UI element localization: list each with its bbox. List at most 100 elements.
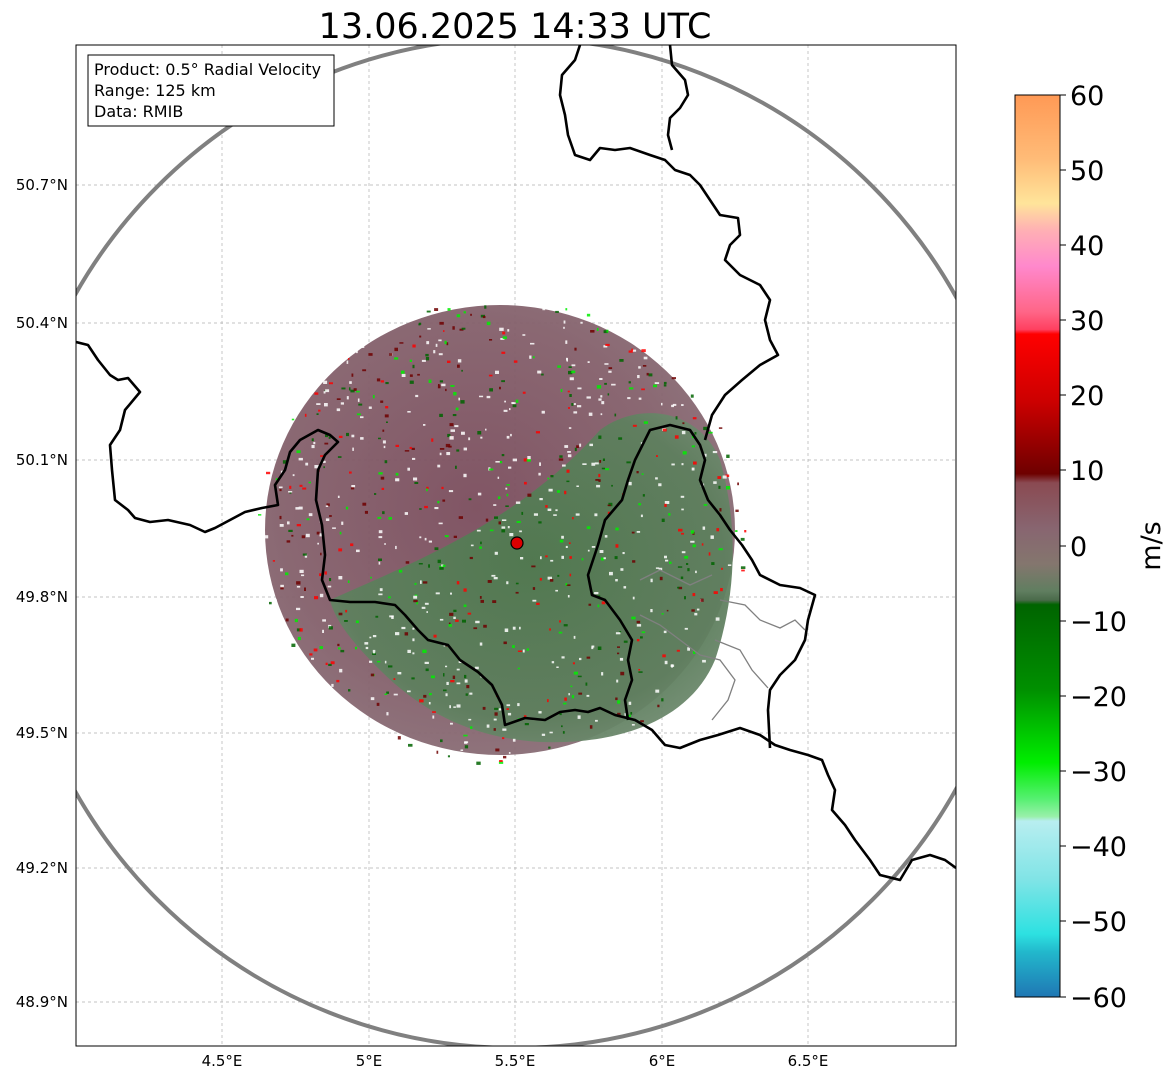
echo-speckle: [600, 395, 603, 398]
echo-speckle: [397, 736, 401, 740]
echo-speckle: [319, 573, 322, 577]
echo-speckle: [636, 531, 641, 533]
echo-speckle: [615, 544, 619, 548]
echo-speckle: [715, 617, 720, 621]
echo-speckle: [374, 493, 377, 495]
echo-speckle: [464, 674, 467, 679]
echo-speckle: [441, 383, 446, 387]
echo-speckle: [300, 596, 304, 598]
echo-speckle: [628, 350, 633, 353]
echo-speckle: [526, 459, 531, 462]
echo-speckle: [555, 310, 559, 313]
echo-speckle: [384, 543, 386, 545]
echo-speckle: [448, 490, 454, 493]
echo-speckle: [468, 718, 472, 721]
echo-speckle: [503, 409, 508, 412]
echo-speckle: [547, 508, 552, 511]
echo-speckle: [456, 314, 461, 318]
echo-speckle: [721, 567, 723, 570]
echo-speckle: [301, 535, 306, 539]
echo-speckle: [311, 445, 315, 449]
echo-speckle: [692, 593, 696, 597]
echo-speckle: [313, 441, 316, 445]
echo-speckle: [622, 552, 625, 555]
echo-speckle: [269, 601, 272, 605]
echo-speckle: [345, 506, 349, 510]
echo-speckle: [488, 468, 494, 471]
echo-speckle: [467, 301, 470, 304]
echo-speckle: [355, 646, 358, 650]
echo-speckle: [349, 471, 352, 474]
echo-speckle: [710, 535, 714, 539]
echo-speckle: [611, 484, 613, 487]
echo-speckle: [453, 706, 456, 708]
echo-speckle: [446, 681, 449, 685]
echo-speckle: [692, 417, 697, 420]
echo-speckle: [424, 661, 429, 664]
echo-speckle: [420, 580, 422, 584]
echo-speckle: [671, 404, 674, 408]
echo-speckle: [434, 507, 439, 510]
echo-speckle: [499, 461, 503, 464]
echo-speckle: [670, 664, 675, 667]
echo-speckle: [541, 410, 545, 414]
echo-speckle: [296, 628, 301, 632]
echo-speckle: [591, 462, 596, 466]
echo-speckle: [452, 675, 456, 679]
echo-speckle: [427, 328, 431, 330]
echo-speckle: [520, 557, 524, 560]
echo-speckle: [693, 650, 696, 654]
echo-speckle: [718, 485, 721, 489]
echo-speckle: [564, 697, 567, 701]
echo-speckle: [522, 649, 525, 653]
echo-speckle: [348, 358, 350, 360]
region-outline-4: [639, 569, 713, 586]
echo-speckle: [512, 645, 515, 648]
echo-speckle: [619, 359, 624, 362]
echo-speckle: [695, 570, 697, 574]
echo-speckle: [461, 369, 463, 372]
lat-tick-label: 49.8°N: [16, 588, 68, 606]
echo-speckle: [506, 484, 510, 486]
echo-speckle: [337, 495, 340, 498]
border-germany-northeast: [558, 45, 780, 441]
echo-speckle: [519, 530, 522, 533]
colorbar-gradient: [1014, 94, 1061, 998]
echo-speckle: [499, 327, 504, 331]
echo-speckle: [341, 387, 346, 390]
echo-speckle: [559, 455, 563, 458]
echo-speckle: [718, 427, 723, 429]
echo-speckle: [567, 454, 572, 458]
echo-speckle: [351, 434, 355, 438]
echo-speckle: [598, 398, 602, 401]
echo-speckle: [480, 436, 483, 439]
echo-speckle: [494, 712, 498, 716]
echo-speckle: [323, 466, 325, 469]
echo-speckle: [401, 626, 406, 630]
echo-speckle: [338, 435, 343, 438]
echo-speckle: [325, 505, 329, 507]
echo-speckle: [378, 593, 383, 596]
echo-speckle: [350, 487, 355, 490]
echo-speckle: [491, 574, 496, 577]
echo-speckle: [708, 552, 711, 556]
echo-speckle: [318, 409, 321, 412]
echo-speckle: [498, 521, 501, 525]
echo-speckle: [571, 403, 574, 406]
echo-speckle: [323, 380, 328, 384]
echo-speckle: [308, 481, 311, 484]
echo-speckle: [458, 397, 460, 401]
echo-speckle: [671, 377, 676, 380]
echo-speckle: [598, 479, 601, 482]
echo-speckle: [344, 620, 348, 622]
echo-speckle: [324, 403, 328, 407]
echo-speckle: [632, 424, 637, 427]
echo-speckle: [346, 360, 349, 364]
echo-speckle: [326, 503, 330, 507]
echo-speckle: [735, 504, 740, 507]
echo-speckle: [669, 561, 672, 564]
echo-speckle: [641, 349, 646, 353]
echo-speckle: [691, 467, 695, 471]
echo-speckle: [527, 493, 532, 497]
echo-speckle: [617, 700, 621, 704]
